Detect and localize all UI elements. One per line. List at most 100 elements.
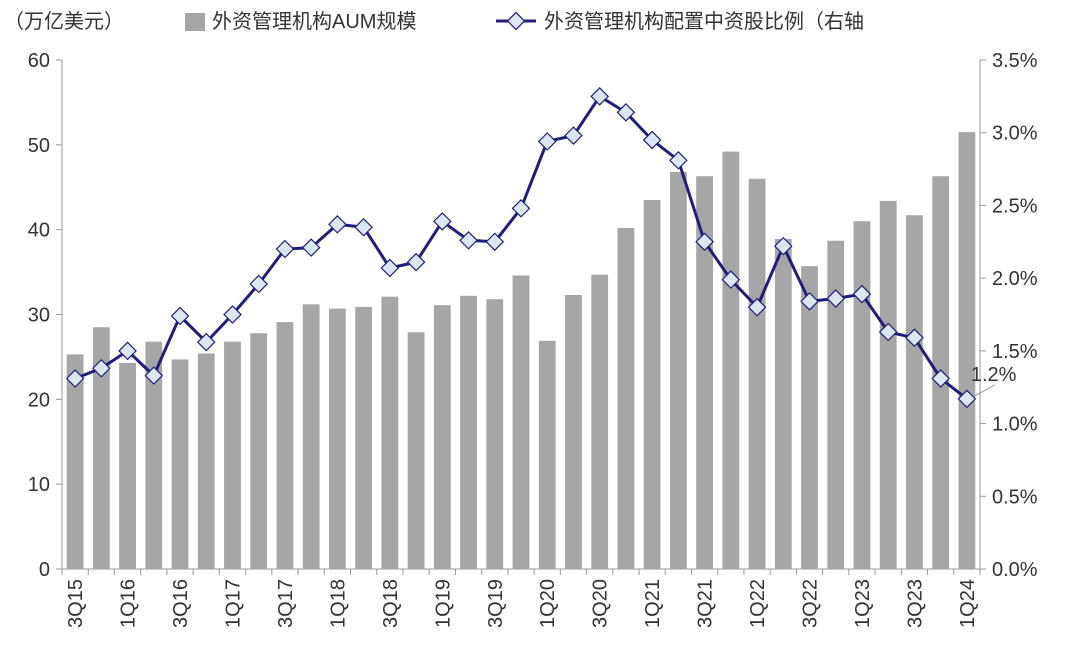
x-axis-tick-label: 3Q15 xyxy=(65,579,87,628)
bar xyxy=(538,340,556,569)
bar xyxy=(250,333,268,569)
right-axis-tick-label: 2.5% xyxy=(992,195,1038,217)
x-axis-tick-label: 1Q24 xyxy=(957,579,979,628)
line-point xyxy=(800,292,819,311)
line-point xyxy=(92,358,111,378)
left-axis-tick-label: 0 xyxy=(39,559,50,581)
bar xyxy=(906,215,923,569)
legend-line-marker xyxy=(506,11,526,31)
left-axis-tick-label: 60 xyxy=(28,50,50,72)
x-axis-tick-label: 1Q23 xyxy=(852,579,874,628)
bar xyxy=(565,294,582,569)
line-point xyxy=(249,274,269,294)
x-axis-tick-label: 1Q17 xyxy=(222,579,244,628)
x-axis-tick-label: 3Q19 xyxy=(485,579,507,628)
annotation-group: 1.2% xyxy=(971,364,1017,397)
line-point xyxy=(65,369,85,388)
line-point xyxy=(878,322,898,342)
line-point xyxy=(432,212,452,231)
line-point xyxy=(564,126,583,145)
line-point xyxy=(196,332,216,352)
bar xyxy=(381,296,399,569)
line-point xyxy=(459,230,478,250)
right-axis-tick-label: 3.5% xyxy=(992,50,1038,72)
x-axis-tick-label: 3Q23 xyxy=(904,579,926,628)
line-point xyxy=(642,130,662,150)
line-point xyxy=(328,215,347,234)
x-axis-tick-label: 3Q21 xyxy=(695,579,717,628)
bar xyxy=(486,299,504,569)
bar xyxy=(774,238,792,569)
legend-bar-swatch xyxy=(185,13,205,31)
bar xyxy=(460,295,477,569)
line-point xyxy=(406,252,426,272)
right-axis-tick-label: 1.0% xyxy=(992,414,1038,436)
line-point xyxy=(773,236,793,256)
line-point xyxy=(721,270,741,289)
x-axis-tick-label: 3Q16 xyxy=(170,579,192,628)
line-point xyxy=(485,232,505,252)
bar xyxy=(66,354,84,569)
bar xyxy=(801,266,818,569)
bar xyxy=(853,221,871,569)
left-axis-tick-label: 10 xyxy=(28,474,50,496)
bar xyxy=(171,359,189,569)
bar xyxy=(329,308,346,569)
line-point xyxy=(590,87,610,106)
left-axis-tick-label: 40 xyxy=(28,220,50,242)
right-axis-tick-label: 1.5% xyxy=(992,341,1038,363)
bar xyxy=(355,306,373,569)
x-axis-tick-label: 1Q22 xyxy=(747,579,769,628)
bar xyxy=(512,275,530,569)
line-series xyxy=(65,87,977,409)
line-point xyxy=(747,297,767,317)
bar xyxy=(276,322,294,569)
line-point xyxy=(616,103,636,122)
bar xyxy=(224,341,241,569)
bar xyxy=(958,132,976,569)
left-axis-tick-label: 20 xyxy=(28,389,50,411)
bar xyxy=(145,341,163,569)
line-point xyxy=(511,199,531,218)
line-point xyxy=(537,132,557,151)
x-axis-tick-label: 3Q22 xyxy=(800,579,822,628)
line-point xyxy=(170,306,190,326)
bar-series xyxy=(66,132,976,570)
line-point xyxy=(354,217,373,237)
x-axis-tick-label: 1Q16 xyxy=(118,579,140,628)
bar xyxy=(119,362,136,569)
bar xyxy=(696,176,713,569)
line-point xyxy=(669,151,688,170)
bar xyxy=(879,200,897,569)
bar xyxy=(669,171,687,570)
right-axis-tick-label: 0.5% xyxy=(992,486,1038,508)
tick-labels: 0 10 20 30 40 50 60 0.0% 0.5% 1.0% 1.5% 2.0% 2.5% 3.0… xyxy=(28,50,1038,628)
bar xyxy=(827,240,845,569)
bar xyxy=(617,227,635,569)
left-axis-tick-label: 30 xyxy=(28,305,50,327)
line-point xyxy=(931,369,950,388)
x-axis-tick-label: 3Q18 xyxy=(380,579,402,628)
x-axis-tick-label: 3Q20 xyxy=(590,579,612,628)
x-axis-tick-label: 1Q18 xyxy=(327,579,349,628)
line-point xyxy=(380,258,400,278)
bar xyxy=(748,178,766,569)
legend-bar-label: 外资管理机构AUM规模 xyxy=(212,10,416,33)
bar xyxy=(643,199,661,569)
bar xyxy=(722,151,740,569)
left-axis-tick-label: 50 xyxy=(28,135,50,157)
annotation-label: 1.2% xyxy=(971,364,1017,386)
bar xyxy=(302,304,320,569)
line-point xyxy=(301,238,321,257)
x-axis-tick-label: 1Q20 xyxy=(537,579,559,628)
line-point xyxy=(826,289,846,308)
right-axis-tick-label: 0.0% xyxy=(992,559,1038,581)
legend-line-label: 外资管理机构配置中资股比例（右轴 xyxy=(544,10,864,33)
line-point xyxy=(223,305,242,324)
right-axis-tick-label: 2.0% xyxy=(992,268,1038,290)
x-axis-tick-label: 1Q19 xyxy=(432,579,454,628)
line-point xyxy=(695,232,714,252)
line-point xyxy=(118,341,137,361)
